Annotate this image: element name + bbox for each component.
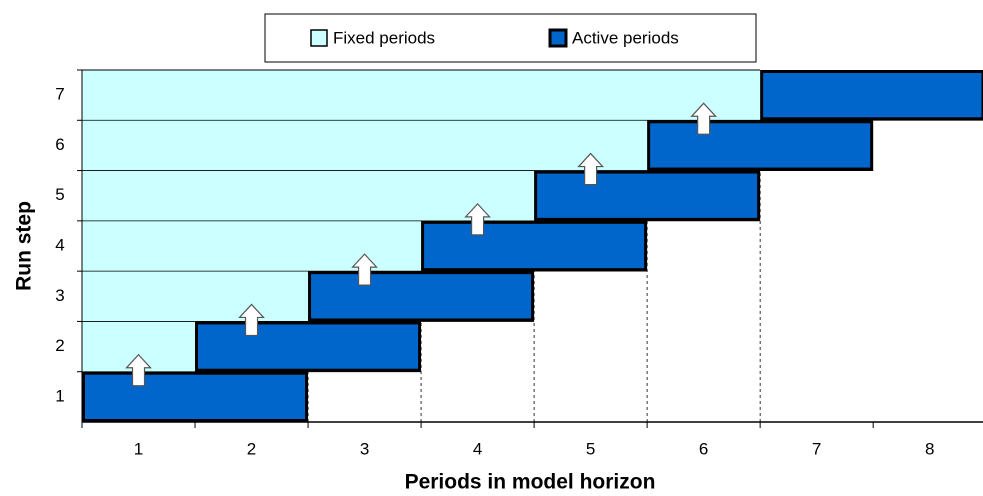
y-tick-label: 6 (55, 135, 64, 154)
y-tick-label: 7 (55, 85, 64, 104)
active-bar (308, 271, 535, 322)
x-tick-label: 3 (360, 439, 369, 458)
legend-box (264, 13, 757, 63)
x-axis-title: Periods in model horizon (405, 471, 656, 494)
shift-arrow (125, 353, 152, 387)
x-tick-label: 2 (247, 439, 256, 458)
x-tick-label: 7 (812, 439, 821, 458)
legend-label-fixed: Fixed periods (333, 28, 435, 47)
legend-swatch-active (548, 28, 568, 48)
y-tick-label: 1 (55, 386, 64, 405)
y-tick-label: 3 (55, 286, 64, 305)
active-bar (760, 70, 983, 121)
legend-swatch-fixed (310, 29, 328, 47)
shift-arrow (351, 253, 378, 286)
y-tick-label: 2 (55, 336, 64, 355)
shift-arrow (690, 102, 718, 135)
fixed-region (82, 170, 535, 221)
x-tick-label: 4 (473, 439, 482, 458)
x-tick-label: 5 (586, 439, 595, 458)
active-bar (82, 371, 309, 423)
shift-arrow (238, 303, 265, 337)
x-tick-label: 6 (699, 439, 708, 458)
shift-arrow (464, 202, 491, 236)
y-tick-label: 4 (55, 235, 64, 254)
x-tick-label: 1 (134, 439, 143, 458)
fixed-region (82, 271, 309, 322)
y-axis-title: Run step (13, 201, 36, 291)
active-bar (195, 321, 422, 372)
shift-arrow (577, 152, 604, 186)
active-bar (647, 120, 874, 171)
y-tick-label: 5 (55, 185, 64, 204)
x-tick-label: 8 (925, 439, 934, 458)
active-bar (421, 220, 648, 272)
fixed-region (82, 120, 648, 171)
active-bar (534, 170, 761, 221)
legend-label-active: Active periods (572, 28, 679, 47)
fixed-region (82, 70, 761, 121)
